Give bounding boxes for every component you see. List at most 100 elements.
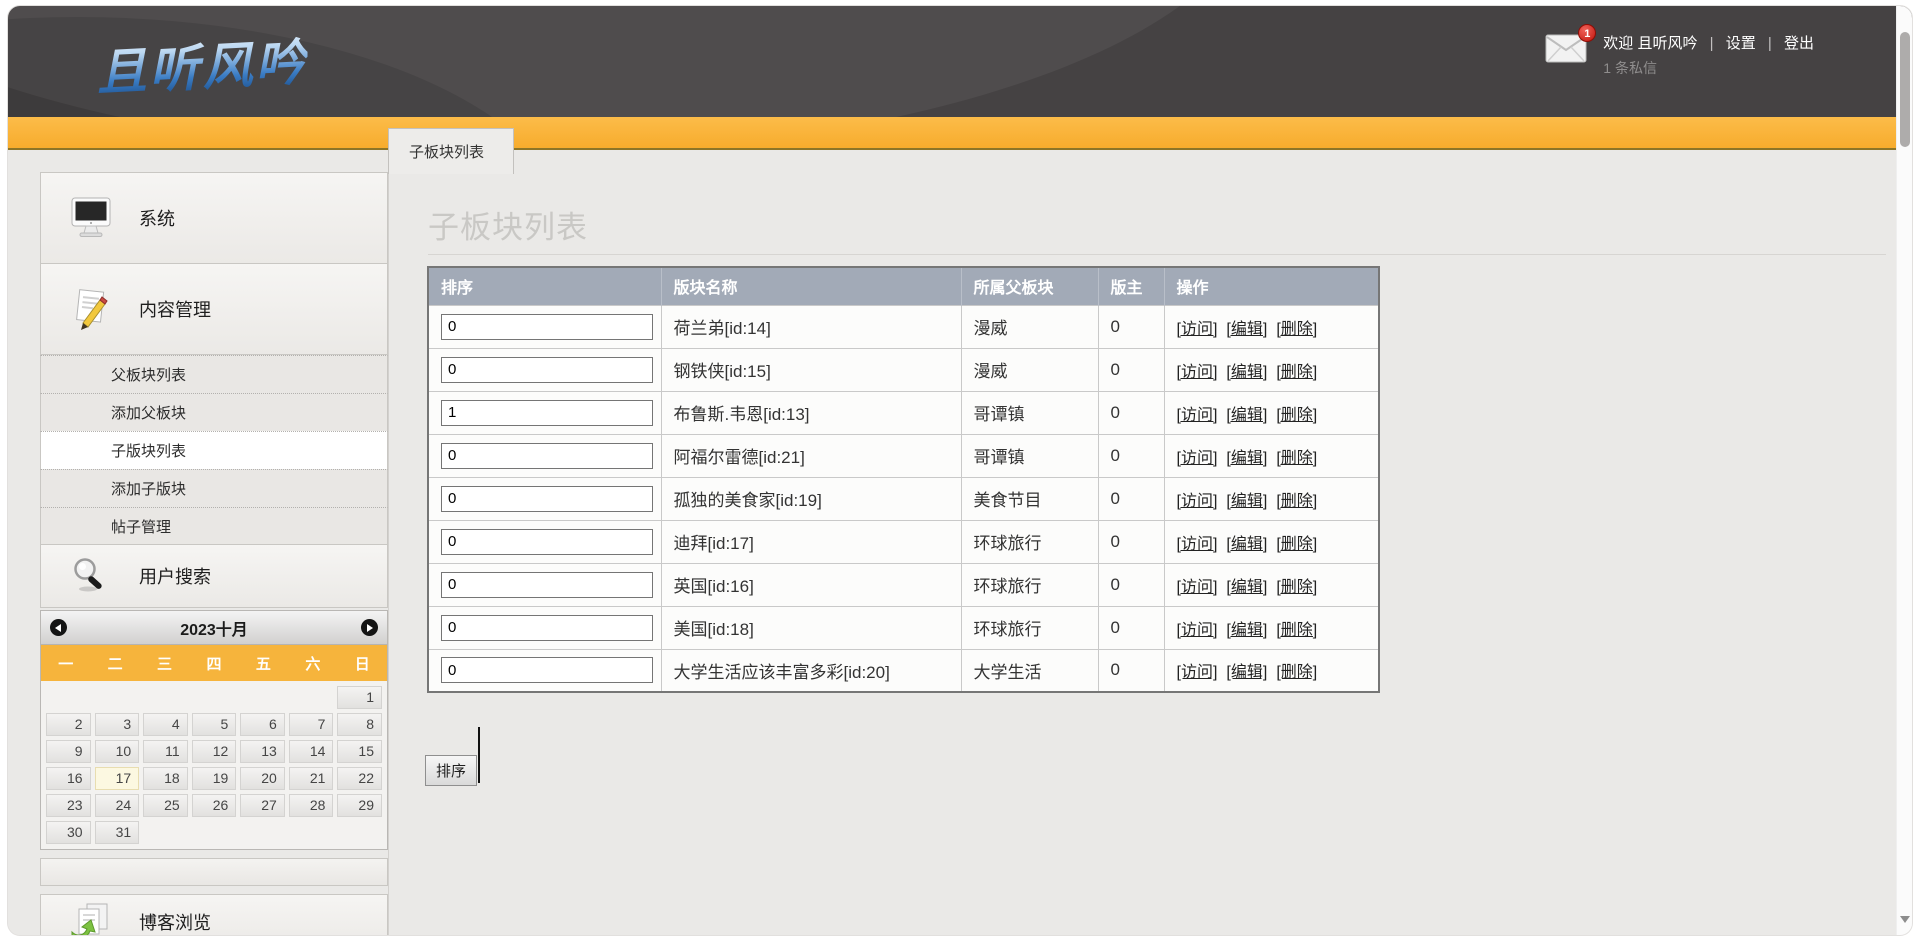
- scrollbar-down-arrow-icon[interactable]: [1900, 916, 1910, 923]
- sidebar-item-sub-board-list[interactable]: 子版块列表: [40, 431, 388, 469]
- calendar-day[interactable]: [240, 821, 285, 844]
- edit-link[interactable]: [编辑]: [1226, 363, 1268, 381]
- edit-link[interactable]: [编辑]: [1226, 406, 1268, 424]
- calendar-day[interactable]: 14: [288, 740, 334, 763]
- calendar-day[interactable]: [289, 686, 334, 709]
- sidebar-item-add-parent-board[interactable]: 添加父板块: [40, 393, 388, 431]
- delete-link[interactable]: [删除]: [1276, 406, 1318, 424]
- calendar-day[interactable]: [95, 686, 140, 709]
- calendar-day[interactable]: [143, 821, 188, 844]
- sidebar-item-parent-board-list[interactable]: 父板块列表: [40, 355, 388, 393]
- logout-link[interactable]: 登出: [1783, 35, 1814, 52]
- sort-input[interactable]: [441, 571, 653, 598]
- calendar-day[interactable]: 1: [337, 686, 382, 709]
- sort-input[interactable]: [441, 657, 653, 684]
- sidebar-group-blog-browse[interactable]: 博客浏览: [40, 894, 388, 935]
- visit-link[interactable]: [访问]: [1176, 664, 1218, 682]
- calendar-day[interactable]: [337, 821, 382, 844]
- private-message-count[interactable]: 1 条私信: [1603, 60, 1657, 76]
- scrollbar-thumb[interactable]: [1900, 32, 1910, 147]
- visit-link[interactable]: [访问]: [1176, 449, 1218, 467]
- calendar-day[interactable]: 13: [240, 740, 285, 763]
- calendar-day[interactable]: 12: [191, 740, 237, 763]
- calendar-day[interactable]: 23: [46, 794, 91, 817]
- calendar-day[interactable]: 7: [288, 713, 334, 736]
- delete-link[interactable]: [删除]: [1276, 578, 1318, 596]
- sort-input[interactable]: [441, 485, 653, 512]
- delete-link[interactable]: [删除]: [1276, 664, 1318, 682]
- settings-link[interactable]: 设置: [1725, 35, 1756, 52]
- calendar-day[interactable]: 22: [337, 767, 382, 790]
- calendar-day[interactable]: 10: [94, 740, 140, 763]
- sidebar-item-add-sub-board[interactable]: 添加子版块: [40, 469, 388, 507]
- delete-link[interactable]: [删除]: [1276, 621, 1318, 639]
- calendar-day[interactable]: [240, 686, 285, 709]
- visit-link[interactable]: [访问]: [1176, 621, 1218, 639]
- calendar-day[interactable]: [192, 686, 237, 709]
- calendar-day[interactable]: 8: [337, 713, 382, 736]
- calendar-day[interactable]: [46, 686, 91, 709]
- calendar-day[interactable]: 16: [46, 767, 91, 790]
- calendar-day[interactable]: 29: [337, 794, 382, 817]
- delete-link[interactable]: [删除]: [1276, 449, 1318, 467]
- calendar-day[interactable]: 9: [46, 740, 91, 763]
- calendar-day[interactable]: 4: [143, 713, 188, 736]
- delete-link[interactable]: [删除]: [1276, 363, 1318, 381]
- edit-link[interactable]: [编辑]: [1226, 449, 1268, 467]
- calendar-day[interactable]: 15: [337, 740, 382, 763]
- calendar-day[interactable]: 6: [240, 713, 285, 736]
- edit-link[interactable]: [编辑]: [1226, 664, 1268, 682]
- mail-icon[interactable]: 1: [1545, 24, 1597, 64]
- visit-link[interactable]: [访问]: [1176, 320, 1218, 338]
- sidebar-group-content-mgmt[interactable]: 内容管理: [40, 263, 388, 355]
- edit-link[interactable]: [编辑]: [1226, 320, 1268, 338]
- sort-input[interactable]: [441, 442, 653, 469]
- calendar-day[interactable]: 28: [288, 794, 334, 817]
- calendar-day[interactable]: 19: [191, 767, 237, 790]
- accent-bar: [8, 117, 1912, 150]
- calendar-day[interactable]: 3: [94, 713, 140, 736]
- visit-link[interactable]: [访问]: [1176, 578, 1218, 596]
- vertical-scrollbar[interactable]: [1896, 6, 1912, 935]
- calendar-day-today[interactable]: 17: [94, 767, 140, 790]
- calendar-day[interactable]: 31: [94, 821, 140, 844]
- visit-link[interactable]: [访问]: [1176, 406, 1218, 424]
- calendar-day[interactable]: 20: [240, 767, 285, 790]
- sort-button[interactable]: 排序: [425, 755, 478, 786]
- delete-link[interactable]: [删除]: [1276, 320, 1318, 338]
- calendar-day[interactable]: [192, 821, 237, 844]
- calendar-day[interactable]: 5: [191, 713, 237, 736]
- calendar-day[interactable]: 18: [143, 767, 188, 790]
- sort-input[interactable]: [441, 399, 653, 426]
- calendar-day[interactable]: [289, 821, 334, 844]
- calendar-prev-button[interactable]: [50, 619, 67, 636]
- calendar-day[interactable]: 2: [46, 713, 91, 736]
- visit-link[interactable]: [访问]: [1176, 535, 1218, 553]
- delete-link[interactable]: [删除]: [1276, 535, 1318, 553]
- calendar-day[interactable]: 25: [143, 794, 188, 817]
- calendar-next-button[interactable]: [361, 619, 378, 636]
- calendar-header: 2023十月: [41, 611, 387, 645]
- edit-link[interactable]: [编辑]: [1226, 492, 1268, 510]
- edit-link[interactable]: [编辑]: [1226, 621, 1268, 639]
- visit-link[interactable]: [访问]: [1176, 363, 1218, 381]
- delete-link[interactable]: [删除]: [1276, 492, 1318, 510]
- sort-input[interactable]: [441, 313, 653, 340]
- sort-input[interactable]: [441, 614, 653, 641]
- edit-link[interactable]: [编辑]: [1226, 578, 1268, 596]
- calendar-day[interactable]: 11: [143, 740, 188, 763]
- calendar-day[interactable]: 30: [46, 821, 91, 844]
- calendar-day[interactable]: 21: [288, 767, 334, 790]
- calendar-day[interactable]: 27: [240, 794, 285, 817]
- calendar-day[interactable]: 24: [94, 794, 140, 817]
- calendar-day[interactable]: [143, 686, 188, 709]
- sidebar-group-user-search[interactable]: 用户搜索: [40, 544, 388, 608]
- tab-sub-board-list[interactable]: 子板块列表: [388, 128, 514, 174]
- sidebar-item-post-management[interactable]: 帖子管理: [40, 507, 388, 545]
- sidebar-group-system[interactable]: 系统: [40, 172, 388, 264]
- calendar-day[interactable]: 26: [191, 794, 237, 817]
- edit-link[interactable]: [编辑]: [1226, 535, 1268, 553]
- sort-input[interactable]: [441, 356, 653, 383]
- sort-input[interactable]: [441, 528, 653, 555]
- visit-link[interactable]: [访问]: [1176, 492, 1218, 510]
